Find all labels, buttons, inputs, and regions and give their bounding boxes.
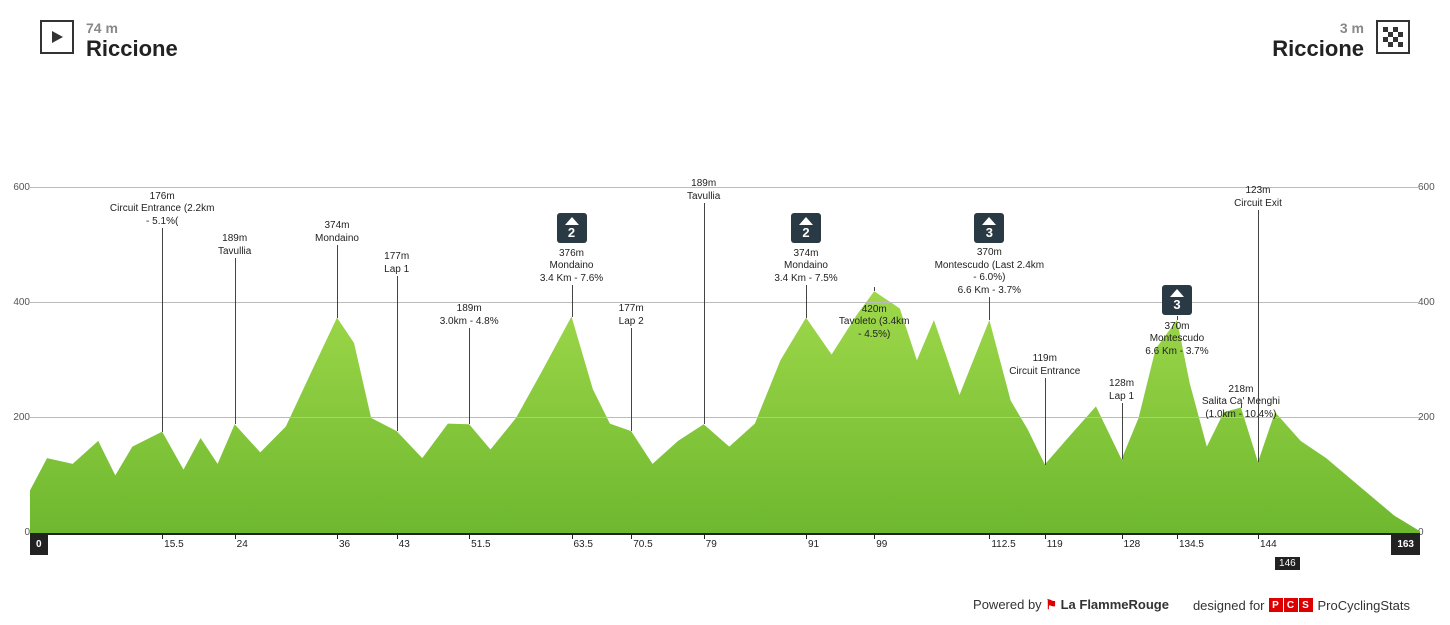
x-axis: 0 163 146 15.524364351.563.570.579919911… — [30, 533, 1420, 555]
stage-profile-container: 74 m Riccione 3 m Riccione 0200400600 02… — [0, 0, 1450, 625]
footer: Powered by ⚑ La FlammeRouge designed for… — [973, 597, 1410, 613]
lfr-logo-icon: ⚑ — [1045, 597, 1060, 612]
category-2-icon: 2 — [791, 213, 821, 243]
powered-by: Powered by ⚑ La FlammeRouge — [973, 597, 1169, 613]
category-2-icon: 2 — [557, 213, 587, 243]
finish-city: Riccione — [1272, 36, 1364, 62]
finish-icon — [1376, 20, 1410, 54]
y-axis-right: 0200400600 — [1418, 130, 1448, 533]
finish-block: 3 m Riccione — [1272, 20, 1410, 62]
finish-elev: 3 m — [1340, 20, 1364, 36]
y-axis-left: 0200400600 — [2, 130, 32, 533]
profile-plot — [30, 130, 1420, 533]
start-block: 74 m Riccione — [40, 20, 178, 62]
km-146-label: 146 — [1275, 557, 1300, 570]
designed-for: designed for P C S ProCyclingStats — [1193, 598, 1410, 613]
category-3-icon: 3 — [1162, 285, 1192, 315]
chart-area: 0200400600 0200400600 176mCircuit Entran… — [30, 130, 1420, 555]
km-end-band: 163 — [1391, 533, 1420, 555]
km-start-band: 0 — [30, 533, 48, 555]
pcs-logo-icon: P C S — [1269, 598, 1314, 612]
start-elev: 74 m — [86, 20, 178, 36]
header: 74 m Riccione 3 m Riccione — [0, 20, 1450, 62]
category-3-icon: 3 — [974, 213, 1004, 243]
start-icon — [40, 20, 74, 54]
start-city: Riccione — [86, 36, 178, 62]
